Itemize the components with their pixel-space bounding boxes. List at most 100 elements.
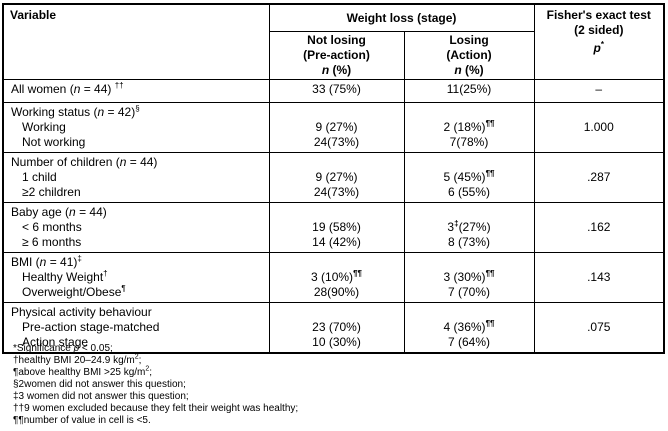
group-label: Working status (n = 42)§	[11, 103, 140, 119]
p-symbol: p	[593, 41, 601, 55]
header-variable: Variable	[2, 3, 270, 80]
cell-value: 23 (70%)	[312, 319, 361, 334]
fisher-exact-test-table: Variable Weight loss (stage) Fisher's ex…	[2, 3, 666, 354]
table-row-number-of-children: Number of children (n = 44) 1 child ≥2 c…	[2, 151, 665, 203]
footnote-significance: *Significance p < 0.05;	[13, 343, 113, 354]
sub-row-label: ≥ 6 months	[22, 234, 82, 249]
variable-cell: Physical activity behaviour Pre-action s…	[2, 301, 270, 353]
sub-row-label: Healthy Weight†	[22, 268, 108, 284]
losing-cell: 2 (18%)¶¶ 7(78%)	[403, 101, 535, 153]
variable-cell: BMI (n = 41)‡ Healthy Weight† Overweight…	[2, 251, 270, 303]
p-value-cell: .162	[533, 201, 665, 253]
not-losing-cell: 23 (70%) 10 (30%)	[268, 301, 405, 353]
footnote-above-healthy-bmi: ¶above healthy BMI >25 kg/m2;	[13, 365, 153, 378]
variable-cell: Number of children (n = 44) 1 child ≥2 c…	[2, 151, 270, 203]
n-symbol: n	[454, 62, 462, 77]
fisher-line2: (2 sided)	[574, 23, 624, 37]
footnote-cell-value: ¶¶number of value in cell is <5.	[13, 415, 151, 426]
cell-value: 7 (70%)	[447, 284, 491, 299]
losing-cell: 5 (45%)¶¶ 6 (55%)	[403, 151, 535, 203]
cell-value: 14 (42%)	[312, 234, 361, 249]
not-losing-cell: 19 (58%) 14 (42%)	[268, 201, 405, 253]
not-losing-cell: 9 (27%) 24(73%)	[268, 151, 405, 203]
not-losing-cell: 3 (10%)¶¶ 28(90%)	[268, 251, 405, 303]
variable-cell: Baby age (n = 44) < 6 months ≥ 6 months	[2, 201, 270, 253]
header-weight-loss-span: Weight loss (stage)	[268, 3, 535, 32]
sub-row-label: Pre-action stage-matched	[22, 319, 160, 334]
cell-value: 3 (30%)¶¶	[443, 268, 495, 284]
cell-value: 9 (27%)	[315, 169, 358, 184]
p-value-cell: 1.000	[533, 101, 665, 153]
header-fisher: Fisher's exact test (2 sided) p*	[533, 3, 665, 80]
cell-value: 19 (58%)	[312, 219, 361, 234]
cell-value: 3 (10%)¶¶	[311, 268, 362, 284]
sub-row-label: Action stage	[22, 334, 89, 349]
cell-value: 9 (27%)	[315, 119, 358, 134]
cell-value: 6 (55%)	[447, 184, 491, 199]
cell-value: 5 (45%)¶¶	[443, 168, 495, 184]
p-value-cell: .143	[533, 251, 665, 303]
p-asterisk: *	[600, 40, 604, 49]
cell-value: 4 (36%)¶¶	[443, 318, 495, 334]
table-body: All women (n = 44) †† 33 (75%) 11(25%) –…	[2, 78, 665, 353]
cell-value: 7 (64%)	[447, 334, 491, 349]
p-value-cell: .287	[533, 151, 665, 203]
not-losing-n-pct: n (%)	[270, 63, 404, 78]
not-losing-line2: (Pre-action)	[303, 47, 370, 62]
sub-row-label: < 6 months	[22, 219, 82, 234]
table-row-all-women: All women (n = 44) †† 33 (75%) 11(25%) –	[2, 78, 665, 103]
p-value: 1.000	[583, 119, 614, 134]
fisher-line1: Fisher's exact test	[546, 8, 651, 22]
header-losing: Losing (Action) n (%)	[403, 30, 535, 80]
losing-n-pct: n (%)	[405, 63, 534, 78]
cell-value: 7(78%)	[449, 134, 489, 149]
p-value: .287	[587, 169, 611, 184]
losing-line2: (Action)	[446, 47, 492, 62]
group-label: Physical activity behaviour	[11, 304, 152, 319]
variable-cell: Working status (n = 42)§ Working Not wor…	[2, 101, 270, 153]
row-label: All women (n = 44) ††	[11, 80, 124, 96]
group-label: Baby age (n = 44)	[11, 204, 107, 219]
table-header: Variable Weight loss (stage) Fisher's ex…	[2, 3, 665, 80]
sub-row-label: Overweight/Obese¶	[22, 283, 126, 299]
footnote-2-women: §2women did not answer this question;	[13, 379, 186, 390]
sub-row-label: 1 child	[22, 169, 57, 184]
losing-cell: 4 (36%)¶¶ 7 (64%)	[403, 301, 535, 353]
cell-value: 3‡(27%)	[447, 218, 491, 234]
pct-label: (%)	[461, 62, 484, 77]
footnote-9-women: ††9 women excluded because they felt the…	[13, 403, 299, 414]
header-row-1: Variable Weight loss (stage) Fisher's ex…	[2, 3, 665, 80]
header-row-2: Not losing (Pre-action) n (%) Losing (Ac…	[3, 30, 664, 80]
cell-value: 8 (73%)	[447, 234, 491, 249]
footnote-3-women: ‡3 women did not answer this question;	[13, 391, 189, 402]
cell-value: 28(90%)	[313, 284, 360, 299]
group-label: Number of children (n = 44)	[11, 154, 158, 169]
not-losing-line1: Not losing	[307, 32, 366, 47]
cell-value: 33 (75%)	[312, 81, 361, 96]
table-row-bmi: BMI (n = 41)‡ Healthy Weight† Overweight…	[2, 251, 665, 303]
cell-value: 11(25%)	[446, 81, 492, 96]
sub-row-label: Working	[22, 119, 66, 134]
n-symbol: n	[321, 62, 330, 77]
footnote-healthy-bmi: †healthy BMI 20–24.9 kg/m2;	[13, 353, 142, 366]
footnotes: *Significance p < 0.05; †healthy BMI 20–…	[13, 343, 298, 427]
losing-cell: 3 (30%)¶¶ 7 (70%)	[403, 251, 535, 303]
cell-value: 10 (30%)	[312, 334, 361, 349]
losing-cell: 3‡(27%) 8 (73%)	[403, 201, 535, 253]
p-value-cell: –	[533, 78, 665, 103]
table-row-working-status: Working status (n = 42)§ Working Not wor…	[2, 101, 665, 153]
not-losing-cell: 33 (75%)	[268, 78, 405, 103]
fisher-p: p*	[535, 41, 664, 56]
sub-row-label: Not working	[22, 134, 86, 149]
p-value: .143	[587, 269, 611, 284]
cell-value: 24(73%)	[313, 134, 360, 149]
table-row-physical-activity: Physical activity behaviour Pre-action s…	[2, 301, 665, 353]
variable-cell: All women (n = 44) ††	[2, 78, 270, 103]
cell-value: 2 (18%)¶¶	[443, 118, 495, 134]
p-value: –	[595, 81, 603, 96]
p-value: .075	[587, 319, 611, 334]
table-row-baby-age: Baby age (n = 44) < 6 months ≥ 6 months …	[2, 201, 665, 253]
pct-label: (%)	[329, 62, 352, 77]
cell-value: 24(73%)	[313, 184, 360, 199]
header-not-losing: Not losing (Pre-action) n (%)	[268, 30, 405, 80]
